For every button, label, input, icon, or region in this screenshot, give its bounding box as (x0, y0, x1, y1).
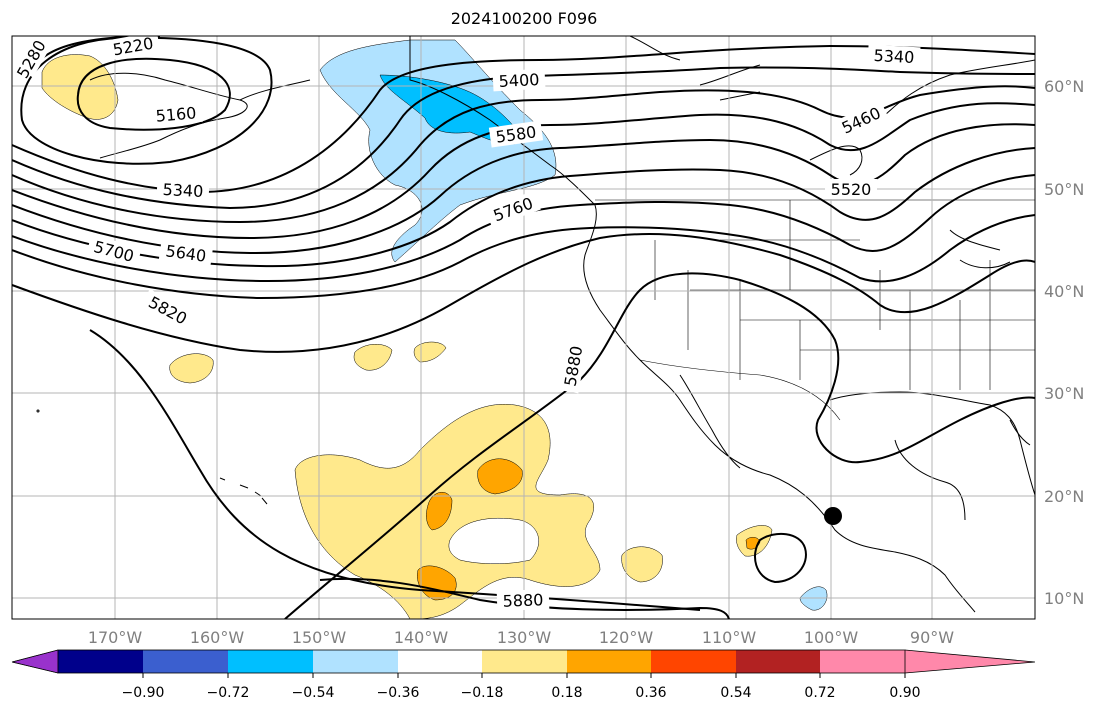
colorbar-segment (736, 650, 820, 673)
colorbar-tick-label: −0.36 (377, 685, 420, 701)
contour-line (12, 174, 1035, 283)
lat-label: 10°N (1044, 589, 1084, 608)
colorbar-tick-label: −0.18 (461, 685, 504, 701)
colorbar-tick-label: 0.18 (551, 685, 582, 701)
positive-anomaly-region (169, 353, 214, 384)
latitude-labels: 60°N 50°N 40°N 30°N 20°N 10°N (1044, 77, 1084, 608)
colorbar-segment (143, 650, 228, 673)
positive-anomaly-region (353, 344, 393, 371)
lon-label: 160°W (190, 628, 245, 647)
lon-label: 130°W (497, 628, 552, 647)
contour-label: 5160 (155, 103, 197, 125)
positive-anomaly-hole (448, 517, 539, 564)
contour-label: 5220 (111, 34, 154, 60)
lon-label: 150°W (292, 628, 347, 647)
lon-label: 140°W (394, 628, 449, 647)
colorbar-segment (651, 650, 736, 673)
colorbar-extend-high (905, 650, 1035, 673)
positive-anomaly-core (426, 492, 453, 531)
contour-label: 5340 (873, 46, 915, 67)
gridlines (12, 36, 1035, 619)
colorbar-tick-label: −0.90 (122, 685, 165, 701)
colorbar-ticks (142, 673, 906, 678)
colorbar-segment (398, 650, 482, 673)
longitude-labels: 170°W 160°W 150°W 140°W 130°W 120°W 110°… (88, 628, 954, 647)
storm-marker (824, 507, 842, 525)
colorbar-tick-label: 0.54 (720, 685, 751, 701)
positive-anomaly-region (413, 341, 447, 363)
contour-line (12, 102, 1035, 240)
contour-line (12, 233, 1035, 353)
lat-label: 60°N (1044, 77, 1084, 96)
colorbar-segment (228, 650, 313, 673)
positive-anomaly-core (477, 458, 523, 495)
contour-line (12, 147, 1035, 268)
contour-label: 5340 (162, 180, 204, 201)
colorbar-extend-low (11, 649, 59, 674)
borders (409, 36, 1035, 421)
lat-label: 50°N (1044, 180, 1084, 199)
islands (36, 409, 268, 505)
negative-anomaly-region (319, 39, 557, 263)
colorbar-tick-label: −0.72 (207, 685, 250, 701)
positive-anomaly-region (621, 546, 663, 583)
contour-line (284, 272, 1035, 619)
map-title: 2024100200 F096 (450, 9, 598, 28)
lon-label: 170°W (88, 628, 143, 647)
lat-label: 40°N (1044, 282, 1084, 301)
contour-line (12, 214, 1035, 300)
plot-border (11, 35, 1036, 620)
contour-label: 5880 (502, 590, 543, 610)
colorbar-tick-label: 0.72 (804, 685, 835, 701)
colorbar-segment (58, 650, 143, 673)
colorbar-segment (482, 650, 567, 673)
contour-label: 5400 (498, 70, 540, 91)
lon-label: 110°W (702, 628, 757, 647)
map-plot-area: 5280 5220 5160 5340 5700 5640 5820 5400 … (12, 34, 1035, 619)
colorbar: −0.90 −0.72 −0.54 −0.36 −0.18 0.18 0.36 … (11, 649, 1036, 701)
contour-line (76, 57, 231, 131)
colorbar-tick-label: −0.54 (292, 685, 335, 701)
lat-label: 20°N (1044, 487, 1084, 506)
lon-label: 120°W (599, 628, 654, 647)
contour-line (754, 532, 807, 584)
lon-label: 100°W (804, 628, 859, 647)
contour-line (12, 85, 1035, 224)
contour-line (20, 36, 273, 165)
colorbar-tick-label: 0.90 (889, 685, 920, 701)
lat-label: 30°N (1044, 384, 1084, 403)
colorbar-segment (313, 650, 398, 673)
lon-label: 90°W (910, 628, 954, 647)
colorbar-segment (567, 650, 651, 673)
contour-line (89, 329, 701, 611)
contour-labels: 5280 5220 5160 5340 5700 5640 5820 5400 … (13, 34, 921, 611)
colorbar-tick-label: 0.36 (635, 685, 666, 701)
contour-line (12, 123, 1035, 255)
colorbar-segment (820, 650, 905, 673)
contour-label: 5520 (831, 180, 872, 199)
